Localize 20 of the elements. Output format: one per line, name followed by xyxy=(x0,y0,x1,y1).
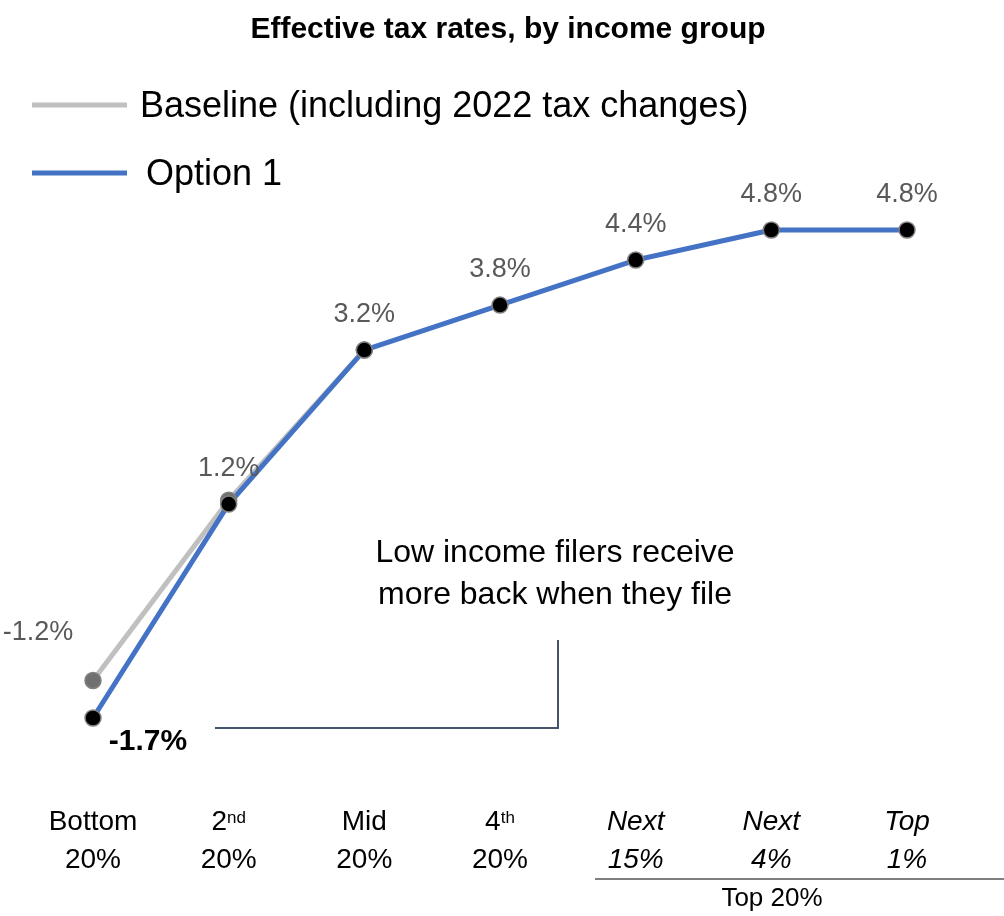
annotation: Low income filers receive more back when they file xyxy=(375,533,735,611)
x-tick-label: Next 15% xyxy=(606,805,666,874)
data-label: -1.7% xyxy=(108,723,188,756)
x-tick-label: 4$^{th}$ 20% xyxy=(471,805,529,874)
legend-label: Option 1 xyxy=(146,152,283,193)
data-label: 4.4% xyxy=(604,208,667,239)
data-label: -1.2% xyxy=(2,616,74,647)
text: Top 20% xyxy=(721,882,823,912)
x-tick-label: Next 4% xyxy=(742,805,802,874)
data-label: 1.2% xyxy=(197,452,260,483)
data-label: 4.8% xyxy=(876,178,938,208)
data-label: 3.8% xyxy=(469,253,531,284)
x-tick-label: Top 1% xyxy=(884,805,930,874)
x-tick-label: Bottom 20% xyxy=(48,805,138,874)
x-tick-label: Mid 20% xyxy=(336,805,393,874)
data-label: 4.8% xyxy=(740,178,803,208)
legend-label: Baseline (including 2022 tax changes) xyxy=(140,84,749,125)
chart-title: Effective tax rates, by income group xyxy=(250,11,766,44)
x-tick-label: 2$^{nd}$ 20% xyxy=(200,805,257,874)
data-label: 3.2% xyxy=(333,298,396,329)
